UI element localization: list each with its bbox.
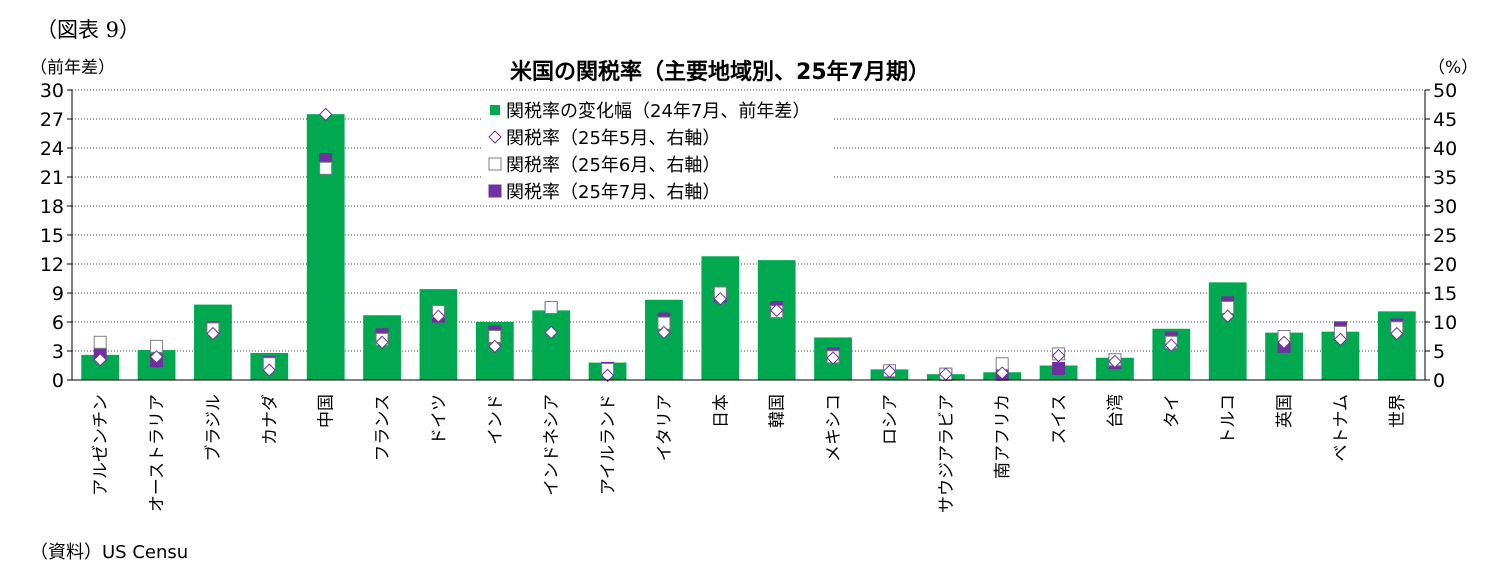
x-category-label: オーストラリア — [148, 394, 168, 512]
marker-point — [1051, 348, 1066, 363]
y-left-tick-label: 9 — [52, 283, 64, 305]
y-left-tick-label: 27 — [40, 109, 64, 131]
bar — [757, 260, 796, 380]
x-category-label: ドイツ — [429, 394, 449, 445]
legend-entry: 関税率（25年6月、右軸） — [506, 155, 720, 176]
legend-entry: 関税率（25年7月、右軸） — [506, 182, 720, 203]
marker-point — [375, 335, 389, 350]
figure-label: （図表 9） — [36, 18, 141, 42]
legend-marker — [488, 130, 502, 144]
legend-marker — [488, 157, 502, 171]
y-right-tick-label: 40 — [1433, 138, 1457, 160]
x-category-label: ベトナム — [1331, 394, 1351, 462]
y-left-tick-label: 24 — [40, 138, 64, 160]
marker-point — [319, 161, 333, 175]
x-category-label: 南アフリカ — [993, 394, 1013, 479]
marker-point — [318, 107, 333, 122]
x-category-label: アイルランド — [599, 394, 619, 495]
x-category-label: 英国 — [1275, 394, 1295, 428]
marker-point — [1277, 335, 1291, 350]
x-category-label: 中国 — [317, 394, 337, 428]
marker-point — [600, 368, 615, 383]
marker-point — [262, 363, 277, 377]
y-right-tick-label: 35 — [1433, 167, 1457, 189]
x-category-label: トルコ — [1219, 394, 1239, 445]
y-left-tick-label: 0 — [52, 370, 64, 392]
axes: 0 3 6 9 12 15 18 21 24 27 30 0 5 10 15 20 25 30 35 40 45 50 アル… — [40, 80, 1457, 513]
y-left-tick-label: 30 — [40, 80, 64, 102]
x-category-label: インドネシア — [542, 394, 562, 496]
marker-point — [657, 325, 671, 340]
marker-point — [93, 335, 107, 349]
marker-point — [431, 309, 446, 323]
marker-point — [1333, 332, 1348, 347]
marker-point — [713, 292, 728, 306]
source-note: （資料）US Censu — [30, 542, 189, 563]
marker-point — [1220, 309, 1235, 323]
legend-background — [482, 92, 834, 204]
marker-point — [995, 366, 1009, 380]
bar — [645, 299, 683, 380]
y-right-tick-label: 0 — [1433, 370, 1445, 392]
x-category-label: 日本 — [711, 394, 731, 428]
x-category-label: メキシコ — [824, 394, 844, 462]
legend: 関税率の変化幅（24年7月、前年差） 関税率（25年5月、右軸） 関税率（25年6月… — [482, 92, 834, 204]
x-category-label: 韓国 — [768, 394, 788, 428]
y-left-tick-label: 6 — [52, 312, 64, 334]
y-right-tick-label: 25 — [1433, 225, 1457, 247]
y-left-tick-label: 15 — [40, 225, 64, 247]
legend-swatch — [490, 105, 500, 115]
legend-marker — [488, 184, 502, 198]
marker-point — [1164, 338, 1179, 352]
y-right-tick-label: 5 — [1433, 341, 1445, 363]
bar — [532, 310, 571, 380]
x-category-label: スイス — [1050, 394, 1070, 445]
marker-point — [1052, 361, 1066, 375]
marker-point — [1390, 326, 1404, 341]
y-right-tick-label: 45 — [1433, 109, 1457, 131]
marker-point — [1108, 354, 1122, 369]
marker-point — [544, 325, 558, 340]
bar — [701, 256, 740, 380]
y-axis-left-label: （前年差） — [30, 58, 115, 78]
y-right-tick-label: 20 — [1433, 254, 1457, 276]
marker-point — [93, 352, 107, 367]
x-category-label: イタリア — [655, 394, 675, 461]
y-right-tick-label: 15 — [1433, 283, 1457, 305]
y-axis-right-label: （%） — [1428, 58, 1478, 78]
marker-point — [826, 351, 840, 365]
y-left-tick-label: 18 — [40, 196, 64, 218]
marker-point — [206, 326, 220, 341]
x-category-label: 台湾 — [1106, 394, 1126, 428]
y-right-tick-label: 50 — [1433, 80, 1457, 102]
bar — [194, 304, 232, 380]
x-category-label: アルゼンチン — [91, 394, 111, 496]
marker-point — [882, 364, 897, 379]
marker-point — [488, 339, 502, 354]
marker-series — [93, 107, 1404, 383]
y-left-tick-label: 3 — [52, 341, 64, 363]
marker-point — [769, 303, 784, 318]
chart-title: 米国の関税率（主要地域別、25年7月期） — [510, 59, 930, 85]
y-right-tick-label: 30 — [1433, 196, 1457, 218]
marker-point — [149, 350, 164, 364]
x-category-label: カナダ — [260, 394, 280, 445]
x-category-label: ブラジル — [203, 394, 224, 462]
legend-entry: 関税率（25年5月、右軸） — [506, 128, 720, 149]
x-category-label: サウジアラビア — [937, 394, 957, 513]
y-right-tick-label: 10 — [1433, 312, 1457, 334]
x-category-label: インド — [486, 394, 506, 445]
legend-entry: 関税率の変化幅（24年7月、前年差） — [506, 101, 810, 122]
y-left-tick-label: 21 — [40, 167, 64, 189]
x-category-label: ロシア — [880, 394, 900, 445]
x-category-label: フランス — [373, 394, 393, 462]
x-category-label: タイ — [1162, 394, 1182, 428]
marker-point — [544, 301, 558, 314]
y-left-tick-label: 12 — [40, 254, 64, 276]
x-category-label: 世界 — [1388, 394, 1408, 428]
bar — [419, 289, 458, 380]
grid-lines — [72, 89, 1425, 352]
